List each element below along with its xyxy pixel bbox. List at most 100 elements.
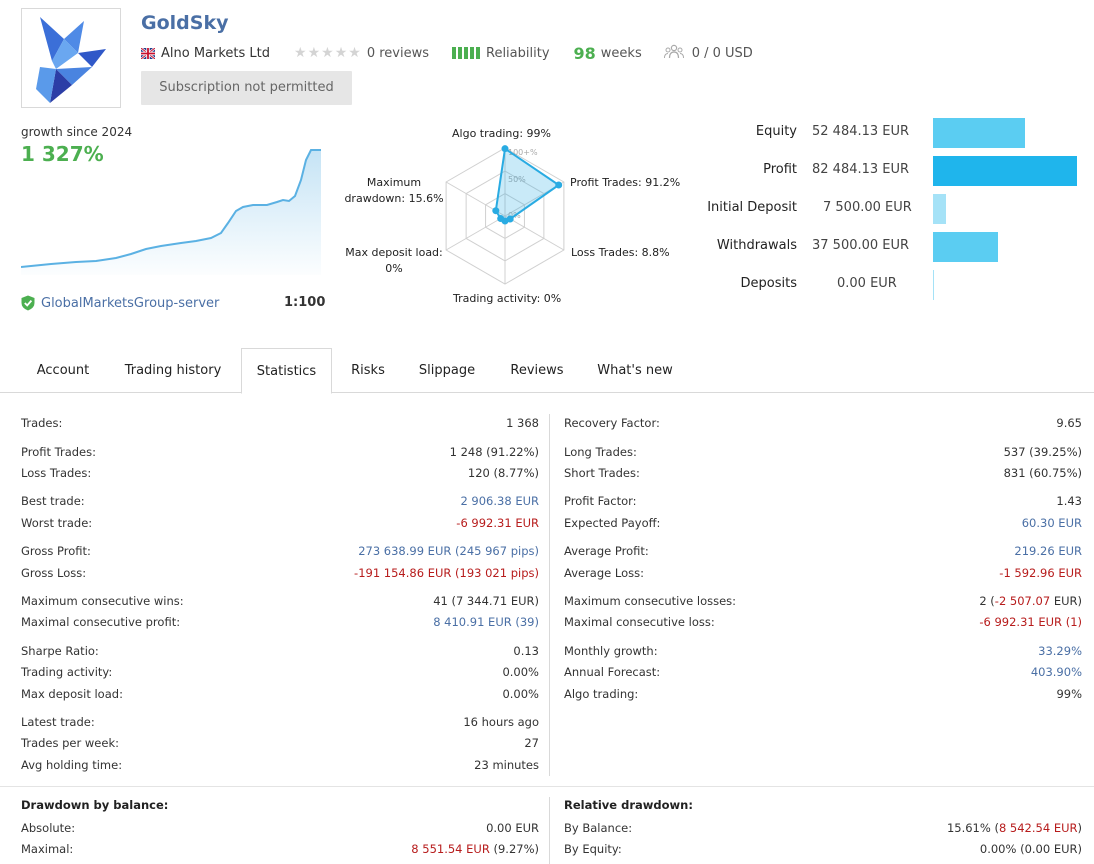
stat-max-cons-loss: Maximal consecutive loss: -6 992.31 EUR (… xyxy=(564,615,1082,629)
server-link[interactable]: GlobalMarketsGroup-server xyxy=(21,295,219,311)
weeks-value: 98 xyxy=(573,43,596,63)
radar-label-loss: Loss Trades: 8.8% xyxy=(571,246,670,259)
stat-profit-factor: Profit Factor: 1.43 xyxy=(564,494,1082,508)
stat-dd-absolute: Absolute: 0.00 EUR xyxy=(21,821,539,835)
radar-chart: 100+%50%0% xyxy=(445,145,565,285)
radar-tick-50: 50% xyxy=(508,175,526,184)
profit-value: 82 484.13 EUR xyxy=(812,162,910,177)
equity-value: 52 484.13 EUR xyxy=(812,124,910,139)
stat-annual-forecast: Annual Forecast: 403.90% xyxy=(564,665,1082,679)
radar-label-deposit-load-line2: 0% xyxy=(385,262,403,275)
stats-column-divider xyxy=(549,414,550,776)
stat-avg-holding: Avg holding time: 23 minutes xyxy=(21,758,539,772)
stat-max-cons-losses: Maximum consecutive losses: 2 (-2 507.07 … xyxy=(564,594,1082,608)
stat-expected-payoff: Expected Payoff: 60.30 EUR xyxy=(564,516,1082,530)
radar-point-profit xyxy=(555,181,563,189)
growth-line xyxy=(21,149,321,268)
initial-deposit-label: Initial Deposit xyxy=(707,200,797,215)
server-name: GlobalMarketsGroup-server xyxy=(41,295,220,311)
drawdown-balance-title: Drawdown by balance: xyxy=(21,798,169,812)
radar-value-area xyxy=(494,146,561,223)
growth-label: growth since 2024 xyxy=(21,125,133,139)
drawdown-column-divider xyxy=(549,797,550,864)
growth-value: 1 327% xyxy=(21,142,104,166)
subscribers-value: 0 / 0 USD xyxy=(691,45,753,61)
deposits-value: 0.00 EUR xyxy=(837,276,897,291)
star-icon: ★ xyxy=(307,45,321,61)
signal-logo xyxy=(21,8,121,108)
stat-rd-by-equity: By Equity: 0.00% (0.00 EUR) xyxy=(564,842,1082,856)
tab-statistics[interactable]: Statistics xyxy=(241,348,332,394)
growth-chart[interactable] xyxy=(21,145,322,275)
stat-best-trade: Best trade: 2 906.38 EUR xyxy=(21,494,539,508)
rating-stars: ★ ★ ★ ★ ★ xyxy=(294,46,361,60)
reliability-label: Reliability xyxy=(486,45,550,61)
uk-flag-icon xyxy=(141,47,155,59)
stat-sharpe: Sharpe Ratio: 0.13 xyxy=(21,644,539,658)
deposits-bar xyxy=(933,270,934,300)
growth-area xyxy=(21,150,321,275)
tab-whats-new[interactable]: What's new xyxy=(597,363,673,378)
stat-trades: Trades: 1 368 xyxy=(21,416,539,430)
subscribers-icon xyxy=(663,44,684,59)
withdrawals-bar xyxy=(933,232,998,262)
subscription-button[interactable]: Subscription not permitted xyxy=(141,71,352,105)
stat-algo-trading: Algo trading: 99% xyxy=(564,687,1082,701)
radar-label-deposit-load: Max deposit load: 0% xyxy=(344,245,444,277)
drawdown-divider xyxy=(0,786,1094,787)
star-icon: ★ xyxy=(348,45,361,61)
broker-link[interactable]: Alno Markets Ltd xyxy=(161,45,271,61)
stat-max-deposit-load: Max deposit load: 0.00% xyxy=(21,687,539,701)
star-icon: ★ xyxy=(334,45,348,61)
stat-max-cons-wins: Maximum consecutive wins: 41 (7 344.71 EU… xyxy=(21,594,539,608)
radar-axis-2 xyxy=(504,215,565,251)
stat-rd-by-balance: By Balance: 15.61% (8 542.54 EUR) xyxy=(564,821,1082,835)
radar-label-deposit-load-line1: Max deposit load: xyxy=(345,246,443,259)
star-icon: ★ xyxy=(294,45,307,61)
reviews-link[interactable]: 0 reviews xyxy=(366,45,429,61)
stat-long-trades: Long Trades: 537 (39.25%) xyxy=(564,445,1082,459)
relative-drawdown-title: Relative drawdown: xyxy=(564,798,693,812)
stat-trading-activity: Trading activity: 0.00% xyxy=(21,665,539,679)
equity-bar xyxy=(933,118,1025,148)
initial-deposit-value: 7 500.00 EUR xyxy=(823,200,912,215)
stat-gross-profit: Gross Profit: 273 638.99 EUR (245 967 pip… xyxy=(21,544,539,558)
verified-shield-icon xyxy=(21,295,35,311)
goldsky-logo-icon xyxy=(36,17,106,103)
tab-account[interactable]: Account xyxy=(36,363,90,378)
radar-axis-4 xyxy=(445,215,506,251)
reliability-bars-icon xyxy=(452,47,480,59)
profit-label: Profit xyxy=(763,162,797,177)
radar-label-drawdown: Maximum drawdown: 15.6% xyxy=(344,175,444,207)
stat-monthly-growth: Monthly growth: 33.29% xyxy=(564,644,1082,658)
signal-meta-row: Alno Markets Ltd ★ ★ ★ ★ ★ 0 reviews Rel… xyxy=(141,43,753,63)
stat-dd-maximal: Maximal: 8 551.54 EUR (9.27%) xyxy=(21,842,539,856)
stat-short-trades: Short Trades: 831 (60.75%) xyxy=(564,466,1082,480)
star-icon: ★ xyxy=(321,45,334,61)
stat-max-cons-profit: Maximal consecutive profit: 8 410.91 EUR … xyxy=(21,615,539,629)
withdrawals-value: 37 500.00 EUR xyxy=(812,238,910,253)
stat-worst-trade: Worst trade: -6 992.31 EUR xyxy=(21,516,539,530)
radar-tick-100: 100+% xyxy=(508,148,538,157)
tab-reviews[interactable]: Reviews xyxy=(510,363,564,378)
tab-slippage[interactable]: Slippage xyxy=(418,363,476,378)
stat-average-profit: Average Profit: 219.26 EUR xyxy=(564,544,1082,558)
tab-bar: Account Trading history Statistics Risks… xyxy=(0,348,1094,394)
weeks-label: weeks xyxy=(600,45,642,61)
stat-loss-trades: Loss Trades: 120 (8.77%) xyxy=(21,466,539,480)
signal-title[interactable]: GoldSky xyxy=(141,12,229,34)
radar-label-drawdown-line2: drawdown: 15.6% xyxy=(344,192,444,205)
leverage-value: 1:100 xyxy=(284,295,326,310)
radar-label-activity: Trading activity: 0% xyxy=(453,292,562,305)
tab-risks[interactable]: Risks xyxy=(351,363,385,378)
stat-gross-loss: Gross Loss: -191 154.86 EUR (193 021 pips… xyxy=(21,566,539,580)
equity-label: Equity xyxy=(755,124,797,139)
profit-bar xyxy=(933,156,1077,186)
radar-label-profit: Profit Trades: 91.2% xyxy=(570,176,681,189)
stat-recovery-factor: Recovery Factor: 9.65 xyxy=(564,416,1082,430)
radar-point-algo xyxy=(501,145,509,153)
stat-latest-trade: Latest trade: 16 hours ago xyxy=(21,715,539,729)
stat-trades-per-week: Trades per week: 27 xyxy=(21,736,539,750)
deposits-label: Deposits xyxy=(740,276,797,291)
tab-trading-history[interactable]: Trading history xyxy=(124,363,222,378)
